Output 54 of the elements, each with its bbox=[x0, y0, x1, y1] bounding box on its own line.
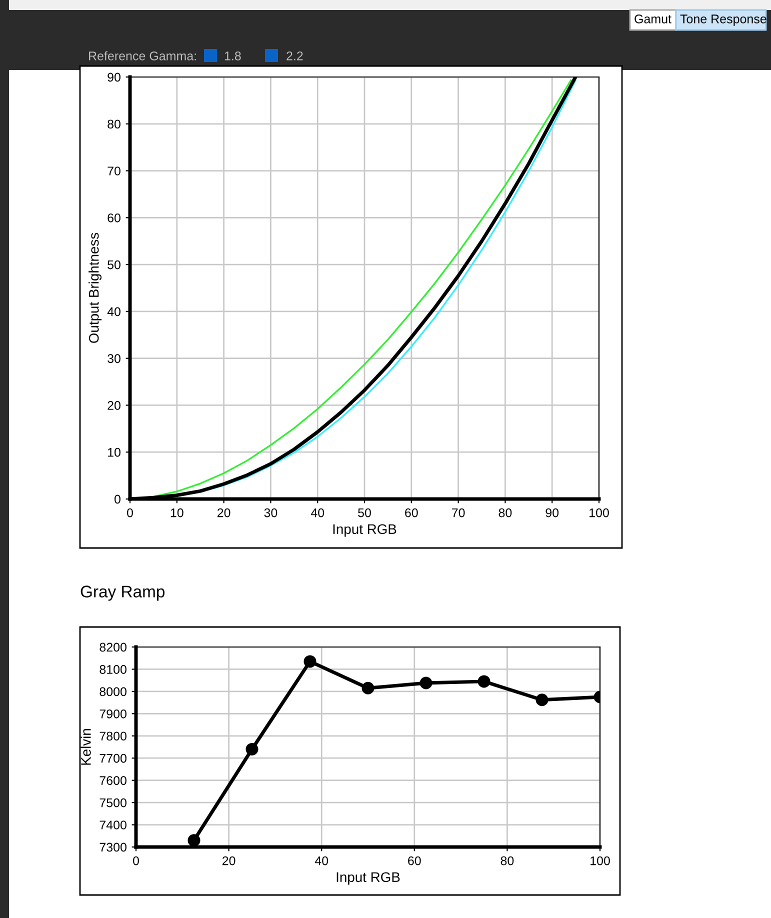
y-tick-label: 20 bbox=[108, 401, 120, 410]
point bbox=[362, 682, 374, 694]
x-tick-label: 30 bbox=[264, 508, 278, 518]
y-tick-label: 7500 bbox=[100, 798, 126, 808]
x-tick-label: 100 bbox=[590, 508, 609, 518]
x-tick-label: 0 bbox=[127, 508, 133, 518]
x-tick-label: 80 bbox=[498, 508, 512, 518]
y-tick-label: 8100 bbox=[100, 665, 126, 674]
y-tick-label: 90 bbox=[108, 72, 120, 82]
point bbox=[188, 834, 200, 847]
chart-title: Gray Ramp bbox=[80, 586, 165, 601]
x-tick-label: 20 bbox=[217, 508, 230, 518]
point bbox=[536, 694, 548, 706]
x-tick-label: 60 bbox=[405, 508, 418, 518]
y-axis-title: Output Brightness bbox=[88, 232, 102, 343]
x-tick-label: 20 bbox=[222, 856, 236, 866]
y-tick-label: 80 bbox=[108, 120, 120, 129]
y-tick-label: 7400 bbox=[100, 820, 126, 830]
point bbox=[478, 675, 490, 688]
text: Tone Response bbox=[680, 14, 766, 26]
x-tick-label: 40 bbox=[314, 856, 328, 866]
text: Reference Gamma: bbox=[89, 51, 196, 60]
x-tick-label: 90 bbox=[546, 508, 559, 518]
x-tick-label: 100 bbox=[590, 856, 610, 866]
x-tick-label: 60 bbox=[408, 856, 421, 866]
y-tick-label: 70 bbox=[108, 166, 120, 176]
x-tick-label: 50 bbox=[358, 508, 371, 518]
y-tick-label: 40 bbox=[107, 307, 120, 316]
y-tick-label: 7700 bbox=[100, 754, 126, 763]
text: 1.8 bbox=[224, 52, 241, 60]
y-tick-label: 30 bbox=[108, 354, 120, 363]
y-tick-label: 10 bbox=[108, 448, 120, 457]
y-tick-label: 8000 bbox=[100, 687, 126, 696]
text: 2.2 bbox=[286, 52, 303, 60]
text: Gamut bbox=[634, 14, 672, 24]
point bbox=[246, 742, 258, 756]
y-tick-label: 50 bbox=[108, 260, 120, 270]
y-tick-label: 7800 bbox=[100, 732, 126, 741]
x-axis-title: Input RGB bbox=[336, 872, 400, 885]
y-tick-label: 8200 bbox=[100, 642, 126, 652]
x-tick-label: 70 bbox=[452, 508, 465, 518]
x-axis-title: Input RGB bbox=[333, 524, 396, 537]
x-tick-label: 10 bbox=[170, 508, 184, 518]
y-axis-title: Kelvin bbox=[80, 728, 91, 765]
x-tick-label: 0 bbox=[133, 856, 139, 866]
x-tick-label: 40 bbox=[310, 508, 324, 518]
x-tick-label: 80 bbox=[500, 856, 514, 866]
y-tick-label: 7300 bbox=[100, 842, 126, 852]
y-tick-label: 7600 bbox=[100, 776, 126, 785]
point bbox=[420, 676, 432, 690]
y-tick-label: 7900 bbox=[100, 709, 126, 718]
y-tick-label: 0 bbox=[114, 494, 120, 504]
point bbox=[304, 655, 316, 668]
y-tick-label: 60 bbox=[108, 213, 120, 222]
